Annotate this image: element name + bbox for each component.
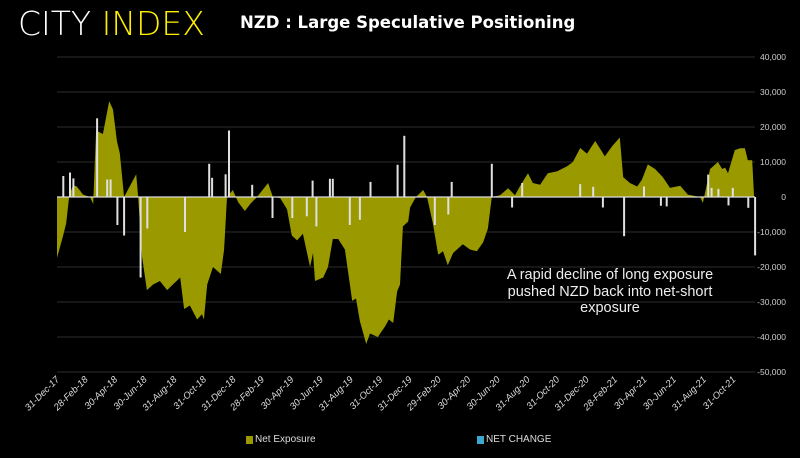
net-change-bar (731, 187, 734, 197)
net-change-bar (396, 164, 399, 197)
net-change-bar (643, 186, 645, 197)
legend-label: Net Exposure (255, 434, 316, 445)
y-tick-label: 10,000 (760, 157, 786, 167)
net-change-bar (228, 130, 230, 197)
net-change-bar (146, 197, 149, 229)
net-change-bar (433, 197, 436, 225)
net-change-bar (328, 178, 331, 197)
net-change-bar (511, 197, 514, 208)
net-change-bar (369, 181, 372, 197)
y-tick-label: 20,000 (760, 122, 786, 132)
city-index-logo: CITY INDEX (18, 4, 205, 43)
net-change-bar (109, 179, 112, 197)
legend-swatch-net-change (477, 435, 484, 444)
net-change-bar (311, 180, 314, 197)
legend-net-exposure: Net Exposure (246, 434, 316, 445)
net-change-bar (521, 183, 524, 197)
net-change-bar (754, 197, 757, 256)
net-change-bar (315, 197, 318, 227)
y-tick-label: -10,000 (757, 227, 786, 237)
chart-annotation: A rapid decline of long exposure pushed … (506, 267, 714, 316)
net-change-bar (601, 197, 604, 208)
net-change-bar (727, 197, 730, 206)
net-change-bar (291, 197, 294, 218)
y-tick-label: 0 (781, 192, 786, 202)
net-change-bar (358, 197, 361, 220)
net-change-bar (305, 197, 308, 217)
net-change-bar (490, 163, 493, 198)
net-change-bar (659, 197, 662, 206)
net-change-bar (447, 197, 450, 215)
net-change-bar (579, 184, 582, 197)
logo-city: CITY (18, 4, 92, 43)
legend-net-change: NET CHANGE (477, 434, 551, 445)
net-change-bar (62, 176, 65, 197)
net-change-bar (69, 172, 71, 197)
net-change-bar (251, 184, 254, 198)
net-change-bar (450, 181, 453, 197)
net-change-bar (665, 197, 668, 207)
net-change-bar (403, 135, 406, 198)
y-tick-label: -20,000 (757, 262, 786, 272)
net-change-bar (623, 197, 626, 237)
net-change-bar (96, 118, 99, 198)
chart-title: NZD : Large Speculative Positioning (240, 13, 576, 32)
y-tick-label: 40,000 (760, 52, 786, 62)
net-change-bar (211, 177, 214, 198)
net-change-bar (116, 197, 119, 225)
net-change-bar (707, 174, 710, 197)
y-tick-label: -30,000 (757, 297, 786, 307)
net-change-bar (592, 186, 595, 197)
legend-swatch-net-exposure (246, 435, 253, 444)
net-change-bar (747, 197, 750, 208)
net-exposure-area (57, 101, 755, 344)
net-change-bar (106, 179, 109, 197)
net-change-bar (72, 178, 75, 197)
net-change-bar (717, 188, 720, 197)
net-change-bar (331, 178, 334, 197)
net-change-bar (184, 197, 186, 232)
net-change-bar (123, 197, 126, 236)
net-change-bar (208, 163, 211, 198)
legend-label: NET CHANGE (486, 434, 552, 445)
net-change-bar (710, 187, 713, 197)
net-change-bar (348, 197, 351, 225)
y-tick-label: 30,000 (760, 87, 786, 97)
net-change-bar (224, 174, 227, 198)
net-change-bar (271, 197, 274, 218)
y-tick-label: -40,000 (757, 332, 786, 342)
y-tick-label: -50,000 (757, 367, 786, 377)
logo-index: INDEX (101, 4, 205, 43)
net-change-bar (139, 197, 142, 278)
